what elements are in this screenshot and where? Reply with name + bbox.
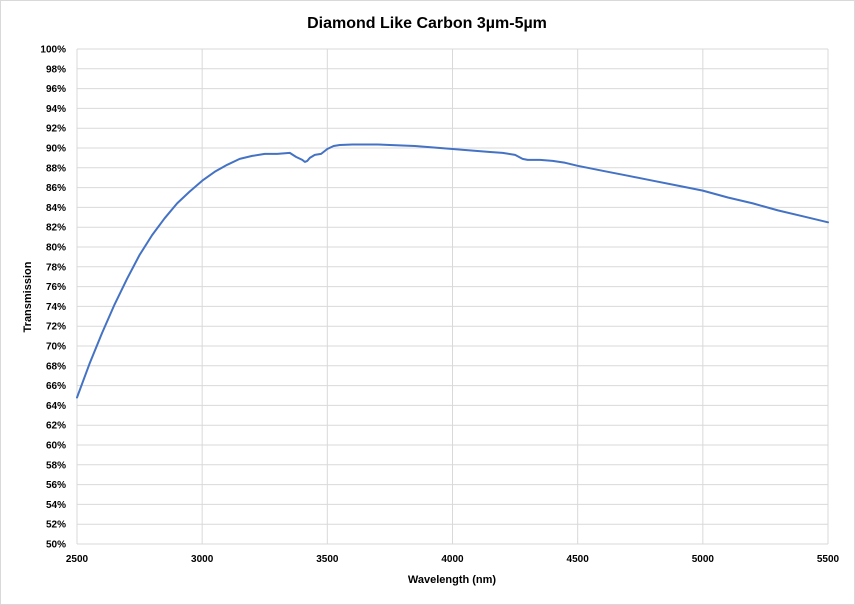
y-tick-label: 86% xyxy=(46,183,66,194)
y-tick-label: 78% xyxy=(46,262,66,273)
y-axis-ticks: 50% 52% 54% 56% 58% 60% 62% 64% 66% 68% 70% 72% 74% 7… xyxy=(40,45,66,551)
y-tick-label: 70% xyxy=(46,342,66,353)
y-tick-label: 56% xyxy=(46,480,66,491)
x-tick-label: 3500 xyxy=(316,554,339,565)
y-tick-label: 84% xyxy=(46,203,66,214)
x-tick-label: 5000 xyxy=(692,554,715,565)
y-tick-label: 54% xyxy=(46,500,66,511)
chart-title: Diamond Like Carbon 3µm-5µm xyxy=(307,15,547,32)
y-tick-label: 80% xyxy=(46,243,66,254)
y-tick-label: 58% xyxy=(46,460,66,471)
x-axis-title: Wavelength (nm) xyxy=(408,574,497,586)
y-tick-label: 92% xyxy=(46,124,66,135)
transmission-series-line xyxy=(76,143,829,399)
x-tick-label: 4500 xyxy=(567,554,590,565)
series-layer xyxy=(76,143,829,399)
y-tick-label: 64% xyxy=(46,401,66,412)
y-tick-label: 74% xyxy=(46,302,66,313)
x-tick-label: 3000 xyxy=(191,554,214,565)
grid-lines xyxy=(76,48,829,545)
y-tick-label: 88% xyxy=(46,163,66,174)
x-axis-ticks: 2500 3000 3500 4000 4500 5000 5500 xyxy=(66,554,840,565)
y-tick-label: 62% xyxy=(46,421,66,432)
y-tick-label: 66% xyxy=(46,381,66,392)
y-tick-label: 72% xyxy=(46,322,66,333)
y-tick-label: 90% xyxy=(46,144,66,155)
y-tick-label: 52% xyxy=(46,520,66,531)
x-tick-label: 2500 xyxy=(66,554,89,565)
y-axis-title: Transmission xyxy=(22,261,34,332)
y-tick-label: 94% xyxy=(46,104,66,115)
y-tick-label: 76% xyxy=(46,282,66,293)
y-tick-label: 100% xyxy=(40,45,66,56)
y-tick-label: 50% xyxy=(46,540,66,551)
y-tick-label: 96% xyxy=(46,84,66,95)
y-tick-label: 60% xyxy=(46,441,66,452)
x-tick-label: 4000 xyxy=(441,554,464,565)
y-tick-label: 68% xyxy=(46,361,66,372)
x-tick-label: 5500 xyxy=(817,554,840,565)
y-tick-label: 98% xyxy=(46,64,66,75)
y-tick-label: 82% xyxy=(46,223,66,234)
